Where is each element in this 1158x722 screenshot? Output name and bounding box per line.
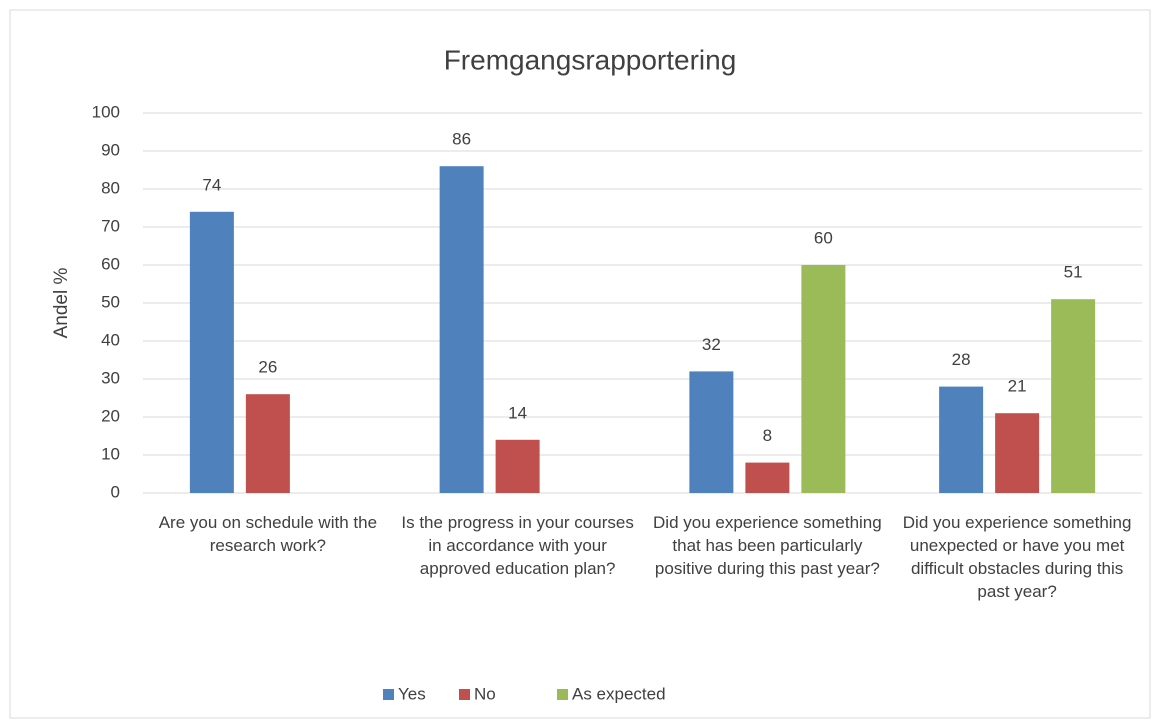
- legend-label: Yes: [398, 684, 426, 703]
- data-label: 74: [202, 175, 221, 194]
- data-label: 26: [258, 358, 277, 377]
- bar: [689, 371, 734, 493]
- data-label: 60: [814, 228, 833, 247]
- legend-swatch: [557, 689, 568, 700]
- data-label: 86: [452, 130, 471, 149]
- y-tick-label: 20: [101, 406, 120, 425]
- y-axis-label: Andel %: [51, 268, 72, 339]
- data-label: 21: [1008, 377, 1027, 396]
- y-tick-label: 60: [101, 254, 120, 273]
- y-tick-label: 50: [101, 292, 120, 311]
- bar: [1051, 299, 1096, 493]
- bar: [939, 386, 984, 493]
- bar: [801, 265, 846, 493]
- bar: [439, 166, 484, 493]
- bar: [745, 462, 790, 493]
- chart-border: [9, 9, 1151, 719]
- y-tick-label: 30: [101, 368, 120, 387]
- bar: [495, 439, 540, 493]
- x-tick-label: Did you experience something unexpected …: [902, 513, 1132, 601]
- y-tick-label: 0: [111, 482, 120, 501]
- data-label: 28: [952, 350, 971, 369]
- data-label: 32: [702, 335, 721, 354]
- legend-swatch: [459, 689, 470, 700]
- bar: [245, 394, 290, 493]
- legend-label: No: [474, 684, 496, 703]
- x-tick-label: Did you experience something that has be…: [653, 513, 882, 578]
- bar: [189, 211, 234, 494]
- data-label: 51: [1064, 263, 1083, 282]
- data-label: 14: [508, 403, 527, 422]
- y-tick-label: 10: [101, 444, 120, 463]
- chart-title: Fremgangsrapportering: [444, 44, 737, 75]
- y-tick-label: 40: [101, 330, 120, 349]
- x-tick-label: Are you on schedule with the research wo…: [158, 513, 378, 555]
- x-tick-label: Is the progress in your courses in accor…: [401, 513, 634, 578]
- y-tick-label: 90: [101, 140, 120, 159]
- legend-swatch: [383, 689, 394, 700]
- y-tick-label: 100: [92, 102, 120, 121]
- data-label: 8: [763, 426, 772, 445]
- bar: [995, 413, 1040, 493]
- y-tick-label: 80: [101, 178, 120, 197]
- legend-label: As expected: [572, 684, 666, 703]
- y-tick-label: 70: [101, 216, 120, 235]
